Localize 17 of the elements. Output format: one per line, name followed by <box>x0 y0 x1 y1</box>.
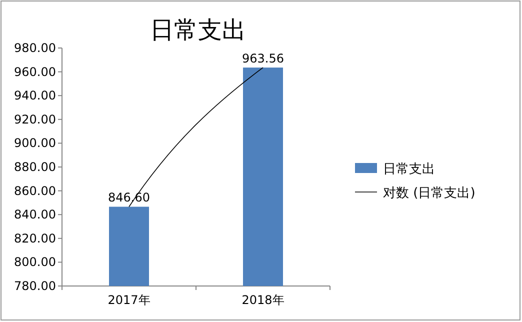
legend-label: 对数 (日常支出) <box>383 186 476 201</box>
data-label: 963.56 <box>242 52 284 66</box>
x-tick-label: 2018年 <box>242 293 284 307</box>
y-tick-label: 920.00 <box>14 112 56 126</box>
y-tick-label: 820.00 <box>14 231 56 246</box>
y-tick-label: 800.00 <box>14 255 56 270</box>
y-tick-label: 840.00 <box>14 208 56 222</box>
y-tick-label: 860.00 <box>14 184 56 198</box>
legend-label: 日常支出 <box>383 162 435 177</box>
y-tick-label: 780.00 <box>14 279 56 293</box>
chart-title: 日常支出 <box>150 16 246 44</box>
x-tick-label: 2017年 <box>108 293 150 307</box>
y-tick-label: 940.00 <box>14 88 56 103</box>
y-tick-label: 880.00 <box>14 160 56 174</box>
y-tick-label: 980.00 <box>14 41 56 55</box>
y-tick-label: 960.00 <box>14 64 56 79</box>
y-tick-label: 900.00 <box>14 136 56 150</box>
